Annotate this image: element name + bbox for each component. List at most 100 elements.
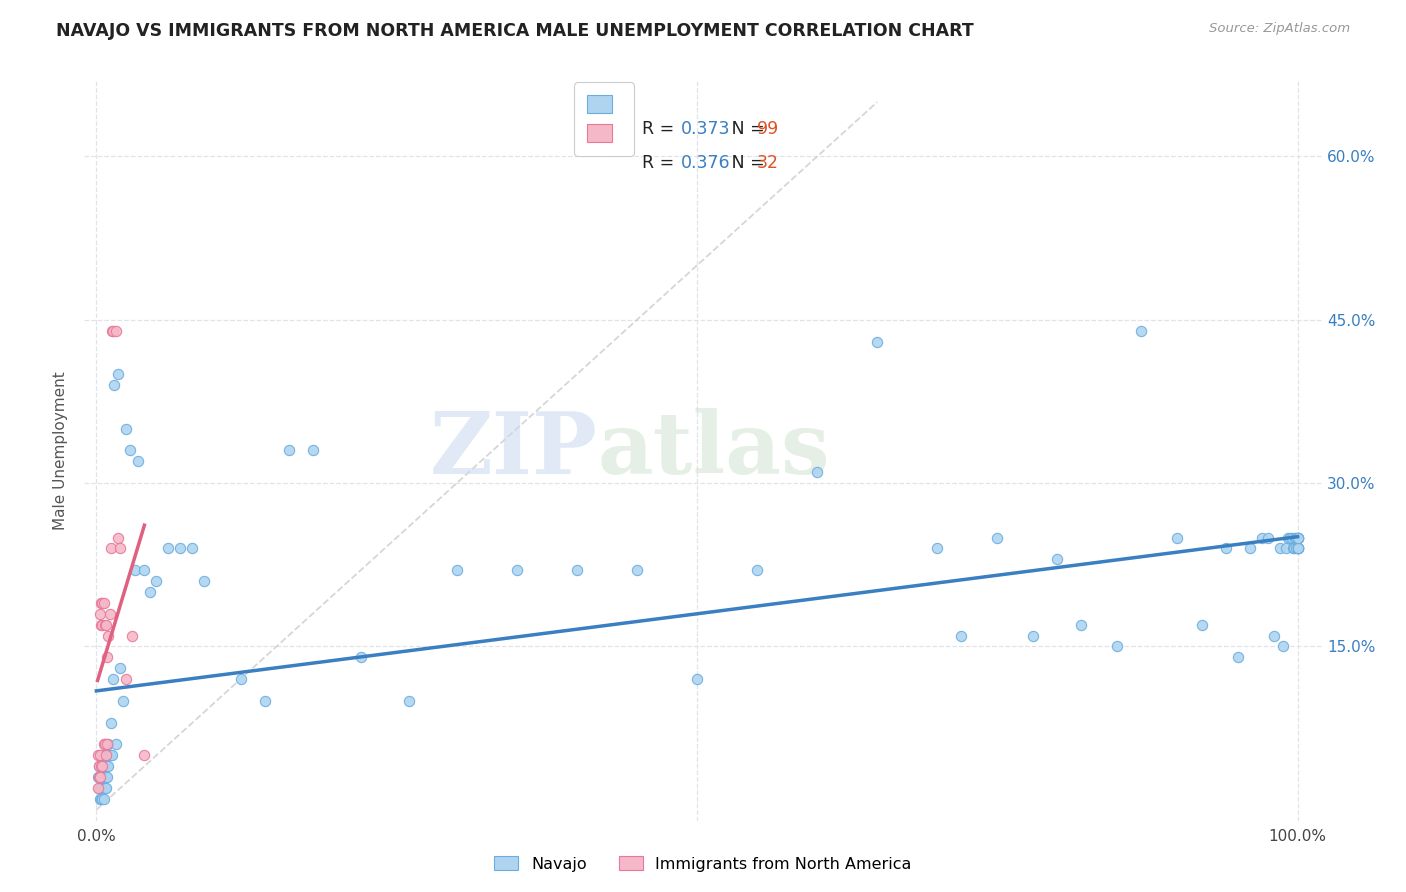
Point bbox=[1286, 541, 1309, 556]
Point bbox=[94, 738, 117, 752]
Text: N =: N = bbox=[714, 120, 770, 138]
Point bbox=[91, 596, 114, 610]
Legend: Navajo, Immigrants from North America: Navajo, Immigrants from North America bbox=[486, 848, 920, 880]
Point bbox=[1107, 640, 1129, 654]
Point bbox=[91, 770, 114, 784]
Point bbox=[866, 334, 889, 349]
Point bbox=[89, 607, 111, 621]
Point bbox=[350, 650, 373, 665]
Point bbox=[94, 748, 117, 763]
Point bbox=[1191, 617, 1213, 632]
Point bbox=[98, 607, 121, 621]
Text: 0.376: 0.376 bbox=[681, 154, 731, 172]
Point bbox=[87, 759, 110, 773]
Point bbox=[93, 770, 115, 784]
Point bbox=[107, 531, 129, 545]
Point bbox=[93, 748, 115, 763]
Point bbox=[1286, 541, 1309, 556]
Point bbox=[96, 759, 118, 773]
Point bbox=[89, 748, 111, 763]
Point bbox=[103, 672, 125, 686]
Point bbox=[145, 574, 167, 588]
Point bbox=[97, 738, 120, 752]
Point bbox=[86, 748, 108, 763]
Point bbox=[1274, 541, 1296, 556]
Point bbox=[806, 465, 828, 479]
Text: 32: 32 bbox=[756, 154, 779, 172]
Point bbox=[107, 368, 129, 382]
Point bbox=[1285, 541, 1308, 556]
Point bbox=[87, 780, 110, 795]
Text: NAVAJO VS IMMIGRANTS FROM NORTH AMERICA MALE UNEMPLOYMENT CORRELATION CHART: NAVAJO VS IMMIGRANTS FROM NORTH AMERICA … bbox=[56, 22, 974, 40]
Y-axis label: Male Unemployment: Male Unemployment bbox=[53, 371, 69, 530]
Point bbox=[1286, 531, 1309, 545]
Point bbox=[90, 792, 112, 806]
Point bbox=[96, 650, 118, 665]
Point bbox=[277, 443, 299, 458]
Point bbox=[90, 617, 112, 632]
Point bbox=[91, 792, 114, 806]
Text: 99: 99 bbox=[756, 120, 779, 138]
Point bbox=[1277, 531, 1299, 545]
Point bbox=[104, 738, 127, 752]
Point bbox=[301, 443, 323, 458]
Point bbox=[86, 770, 108, 784]
Point bbox=[115, 422, 138, 436]
Point bbox=[98, 748, 121, 763]
Point bbox=[1268, 541, 1291, 556]
Point bbox=[193, 574, 215, 588]
Point bbox=[1257, 531, 1279, 545]
Point bbox=[1281, 531, 1303, 545]
Point bbox=[93, 792, 115, 806]
Point bbox=[94, 780, 117, 795]
Point bbox=[94, 617, 117, 632]
Point bbox=[1279, 531, 1302, 545]
Point bbox=[1263, 628, 1285, 642]
Point bbox=[89, 780, 111, 795]
Point bbox=[398, 694, 420, 708]
Point bbox=[100, 541, 122, 556]
Point bbox=[950, 628, 973, 642]
Point bbox=[89, 748, 111, 763]
Point bbox=[93, 738, 115, 752]
Legend: , : , bbox=[574, 82, 634, 156]
Point bbox=[90, 596, 112, 610]
Point bbox=[139, 585, 162, 599]
Point bbox=[115, 672, 138, 686]
Point bbox=[90, 780, 112, 795]
Point bbox=[103, 324, 125, 338]
Point bbox=[93, 780, 115, 795]
Point bbox=[134, 748, 156, 763]
Point bbox=[1130, 324, 1153, 338]
Point bbox=[94, 748, 117, 763]
Point bbox=[229, 672, 252, 686]
Point bbox=[1272, 640, 1295, 654]
Point bbox=[127, 454, 149, 468]
Point bbox=[94, 759, 117, 773]
Point bbox=[93, 596, 115, 610]
Point bbox=[1046, 552, 1069, 566]
Point bbox=[94, 770, 117, 784]
Point bbox=[101, 324, 124, 338]
Point bbox=[100, 715, 122, 730]
Point bbox=[1166, 531, 1188, 545]
Point bbox=[121, 628, 143, 642]
Point bbox=[90, 759, 112, 773]
Text: Source: ZipAtlas.com: Source: ZipAtlas.com bbox=[1209, 22, 1350, 36]
Point bbox=[110, 661, 132, 675]
Point bbox=[1286, 531, 1309, 545]
Point bbox=[927, 541, 949, 556]
Point bbox=[1282, 541, 1305, 556]
Text: ZIP: ZIP bbox=[430, 409, 598, 492]
Point bbox=[1285, 531, 1308, 545]
Point bbox=[91, 759, 114, 773]
Point bbox=[506, 563, 529, 577]
Point bbox=[87, 770, 110, 784]
Point bbox=[157, 541, 180, 556]
Point bbox=[110, 541, 132, 556]
Point bbox=[745, 563, 768, 577]
Point bbox=[446, 563, 468, 577]
Point bbox=[1286, 541, 1309, 556]
Point bbox=[94, 770, 117, 784]
Point bbox=[686, 672, 709, 686]
